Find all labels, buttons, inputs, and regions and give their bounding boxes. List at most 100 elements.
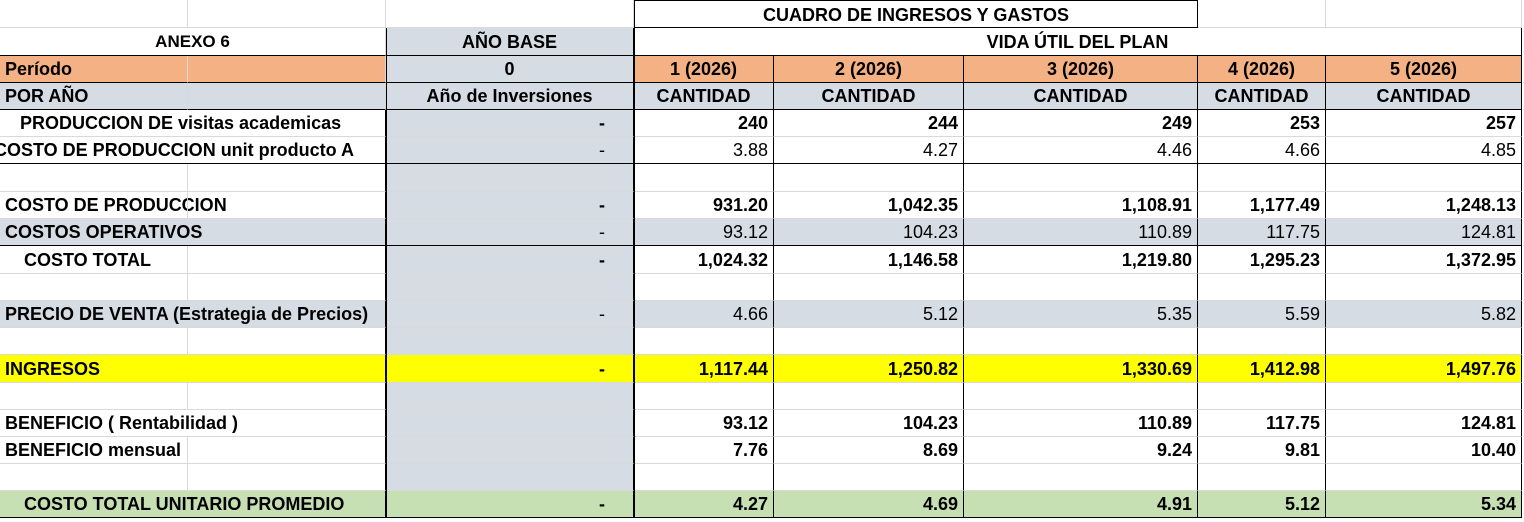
empty-cell[interactable] (188, 0, 386, 28)
year-5-value[interactable]: 257 (1326, 110, 1522, 137)
year-2-value[interactable] (774, 383, 964, 410)
row-label[interactable]: PRODUCCION DE visitas academicas (0, 110, 386, 137)
period-year-5[interactable]: 5 (2026) (1326, 56, 1522, 83)
year-5-value[interactable]: 5.82 (1326, 301, 1522, 328)
empty-cell[interactable] (386, 0, 634, 28)
year-3-value[interactable]: 5.35 (964, 301, 1198, 328)
year-5-value[interactable]: 4.85 (1326, 137, 1522, 164)
base-year-header[interactable]: AÑO BASE (386, 28, 634, 56)
year-3-value[interactable] (964, 328, 1198, 355)
year-5-value[interactable]: 1,497.76 (1326, 355, 1522, 383)
year-5-value[interactable] (1326, 383, 1522, 410)
row-label[interactable]: BENEFICIO ( Rentabilidad ) (0, 410, 386, 437)
plan-life-header[interactable]: VIDA ÚTIL DEL PLAN (634, 28, 1522, 56)
year-3-value[interactable]: 1,219.80 (964, 246, 1198, 274)
per-year-label-ext[interactable] (188, 83, 386, 110)
year-2-value[interactable] (774, 164, 964, 192)
year-5-value[interactable] (1326, 274, 1522, 301)
empty-cell[interactable] (0, 164, 386, 192)
base-year-value[interactable]: - (386, 192, 634, 219)
base-year-value[interactable]: - (386, 301, 634, 328)
year-5-value[interactable]: 124.81 (1326, 219, 1522, 246)
year-1-value[interactable] (634, 383, 774, 410)
base-year-value[interactable]: - (386, 491, 634, 518)
row-label[interactable]: COSTO TOTAL (0, 246, 386, 274)
year-4-value[interactable]: 117.75 (1198, 410, 1326, 437)
period-year-4[interactable]: 4 (2026) (1198, 56, 1326, 83)
period-year-2[interactable]: 2 (2026) (774, 56, 964, 83)
year-1-value[interactable]: 4.66 (634, 301, 774, 328)
year-4-value[interactable]: 1,295.23 (1198, 246, 1326, 274)
row-label[interactable]: INGRESOS (0, 355, 386, 383)
year-3-value[interactable] (964, 464, 1198, 491)
base-year-value[interactable] (386, 274, 634, 301)
year-2-value[interactable]: 1,250.82 (774, 355, 964, 383)
investment-year-header[interactable]: Año de Inversiones (386, 83, 634, 110)
year-4-value[interactable]: 4.66 (1198, 137, 1326, 164)
period-label[interactable]: Período (0, 56, 188, 83)
year-4-value[interactable]: 9.81 (1198, 437, 1326, 464)
year-2-value[interactable]: 5.12 (774, 301, 964, 328)
row-label[interactable]: PRECIO DE VENTA (Estrategia de Precios) (0, 301, 386, 328)
base-year-value[interactable]: - (386, 137, 634, 164)
year-3-value[interactable] (964, 274, 1198, 301)
base-year-value[interactable]: - (386, 110, 634, 137)
row-label[interactable]: COSTO DE PRODUCCION unit producto A (0, 137, 386, 164)
per-year-label[interactable]: POR AÑO (0, 83, 188, 110)
year-2-value[interactable]: 104.23 (774, 219, 964, 246)
base-year-value[interactable] (386, 164, 634, 192)
base-year-value[interactable]: - (386, 355, 634, 383)
year-1-value[interactable] (634, 328, 774, 355)
year-3-value[interactable] (964, 383, 1198, 410)
year-2-value[interactable]: 1,146.58 (774, 246, 964, 274)
base-year-value[interactable]: - (386, 219, 634, 246)
year-5-value[interactable]: 124.81 (1326, 410, 1522, 437)
year-3-value[interactable]: 9.24 (964, 437, 1198, 464)
year-5-value[interactable]: 5.34 (1326, 491, 1522, 518)
year-5-value[interactable] (1326, 464, 1522, 491)
year-1-value[interactable]: 93.12 (634, 219, 774, 246)
year-1-value[interactable]: 1,117.44 (634, 355, 774, 383)
year-1-value[interactable] (634, 164, 774, 192)
year-1-value[interactable]: 93.12 (634, 410, 774, 437)
base-year-value[interactable] (386, 464, 634, 491)
annex-label[interactable]: ANEXO 6 (0, 28, 386, 56)
year-2-value[interactable]: 104.23 (774, 410, 964, 437)
year-3-value[interactable]: 110.89 (964, 219, 1198, 246)
period-year-3[interactable]: 3 (2026) (964, 56, 1198, 83)
year-5-value[interactable]: 1,248.13 (1326, 192, 1522, 219)
year-5-value[interactable] (1326, 164, 1522, 192)
year-4-value[interactable]: 5.12 (1198, 491, 1326, 518)
year-2-value[interactable] (774, 328, 964, 355)
year-4-value[interactable]: 5.59 (1198, 301, 1326, 328)
base-year-value[interactable]: - (386, 246, 634, 274)
year-2-value[interactable] (774, 274, 964, 301)
year-3-value[interactable]: 4.46 (964, 137, 1198, 164)
period-year-1[interactable]: 1 (2026) (634, 56, 774, 83)
empty-cell[interactable] (0, 328, 386, 355)
year-2-value[interactable] (774, 464, 964, 491)
year-3-value[interactable]: 4.91 (964, 491, 1198, 518)
row-label[interactable]: COSTO DE PRODUCCION (0, 192, 386, 219)
year-4-value[interactable]: 117.75 (1198, 219, 1326, 246)
year-2-value[interactable]: 244 (774, 110, 964, 137)
year-5-value[interactable]: 10.40 (1326, 437, 1522, 464)
year-1-value[interactable] (634, 274, 774, 301)
year-1-value[interactable]: 3.88 (634, 137, 774, 164)
base-year-value[interactable] (386, 437, 634, 464)
year-4-value[interactable]: 1,177.49 (1198, 192, 1326, 219)
row-label[interactable]: COSTOS OPERATIVOS (0, 219, 386, 246)
quantity-header-5[interactable]: CANTIDAD (1326, 83, 1522, 110)
year-4-value[interactable]: 253 (1198, 110, 1326, 137)
year-2-value[interactable]: 8.69 (774, 437, 964, 464)
year-1-value[interactable] (634, 464, 774, 491)
year-5-value[interactable] (1326, 328, 1522, 355)
year-5-value[interactable]: 1,372.95 (1326, 246, 1522, 274)
base-year-value[interactable] (386, 410, 634, 437)
year-1-value[interactable]: 4.27 (634, 491, 774, 518)
year-3-value[interactable]: 1,108.91 (964, 192, 1198, 219)
empty-cell[interactable] (0, 274, 386, 301)
quantity-header-3[interactable]: CANTIDAD (964, 83, 1198, 110)
base-year-value[interactable] (386, 328, 634, 355)
quantity-header-4[interactable]: CANTIDAD (1198, 83, 1326, 110)
